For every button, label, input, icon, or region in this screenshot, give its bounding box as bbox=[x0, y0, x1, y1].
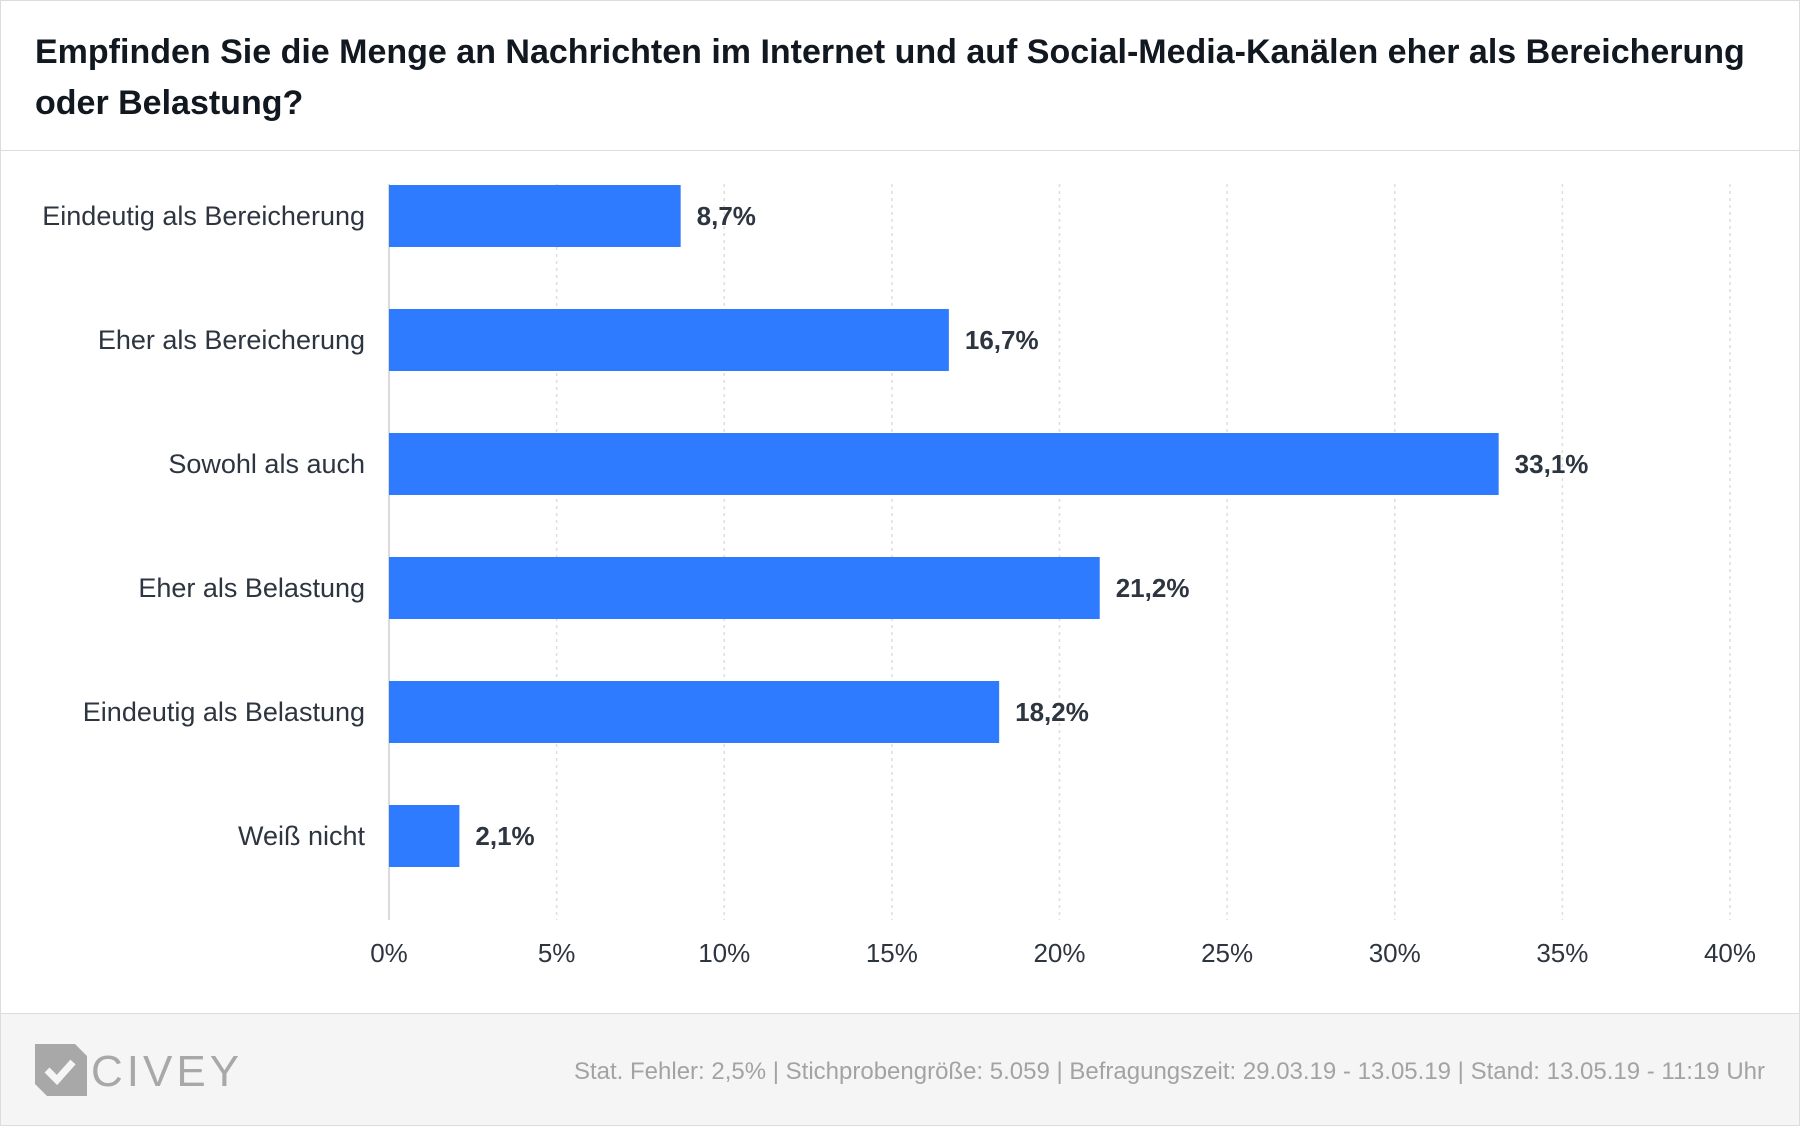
value-label: 33,1% bbox=[1515, 449, 1589, 479]
x-tick-label: 30% bbox=[1369, 938, 1421, 968]
x-tick-label: 35% bbox=[1536, 938, 1588, 968]
civey-logo-icon bbox=[35, 1044, 87, 1096]
category-label: Eindeutig als Belastung bbox=[83, 697, 365, 727]
x-tick-label: 10% bbox=[698, 938, 750, 968]
bar bbox=[389, 805, 460, 867]
x-tick-label: 5% bbox=[538, 938, 576, 968]
survey-footnote: Stat. Fehler: 2,5% | Stichprobengröße: 5… bbox=[573, 1058, 1765, 1085]
bar bbox=[389, 309, 949, 371]
chart-header: Empfinden Sie die Menge an Nachrichten i… bbox=[1, 1, 1799, 151]
category-label: Weiß nicht bbox=[238, 821, 366, 851]
x-tick-label: 20% bbox=[1033, 938, 1085, 968]
category-label: Eindeutig als Bereicherung bbox=[42, 201, 365, 231]
value-label: 21,2% bbox=[1116, 573, 1190, 603]
bar bbox=[389, 557, 1100, 619]
chart-footer: CIVEY Stat. Fehler: 2,5% | Stichprobengr… bbox=[1, 1013, 1799, 1125]
value-label: 2,1% bbox=[475, 821, 534, 851]
value-label: 8,7% bbox=[697, 201, 756, 231]
bar bbox=[389, 681, 1000, 743]
category-label: Sowohl als auch bbox=[168, 449, 365, 479]
x-tick-label: 15% bbox=[866, 938, 918, 968]
value-label: 18,2% bbox=[1015, 697, 1089, 727]
bar bbox=[389, 185, 681, 247]
bar-chart: 0% 5% 10% 15% 20% 25% 30% 35% 40% Eindeutig als B… bbox=[42, 184, 1756, 968]
x-tick-label: 40% bbox=[1704, 938, 1756, 968]
bar bbox=[389, 433, 1499, 495]
x-tick-label: 25% bbox=[1201, 938, 1253, 968]
x-tick-label: 0% bbox=[370, 938, 408, 968]
category-label: Eher als Belastung bbox=[138, 573, 365, 603]
value-label: 16,7% bbox=[965, 325, 1039, 355]
brand-wordmark: CIVEY bbox=[91, 1047, 244, 1096]
chart-title: Empfinden Sie die Menge an Nachrichten i… bbox=[35, 33, 1745, 122]
category-label: Eher als Bereicherung bbox=[98, 325, 365, 355]
